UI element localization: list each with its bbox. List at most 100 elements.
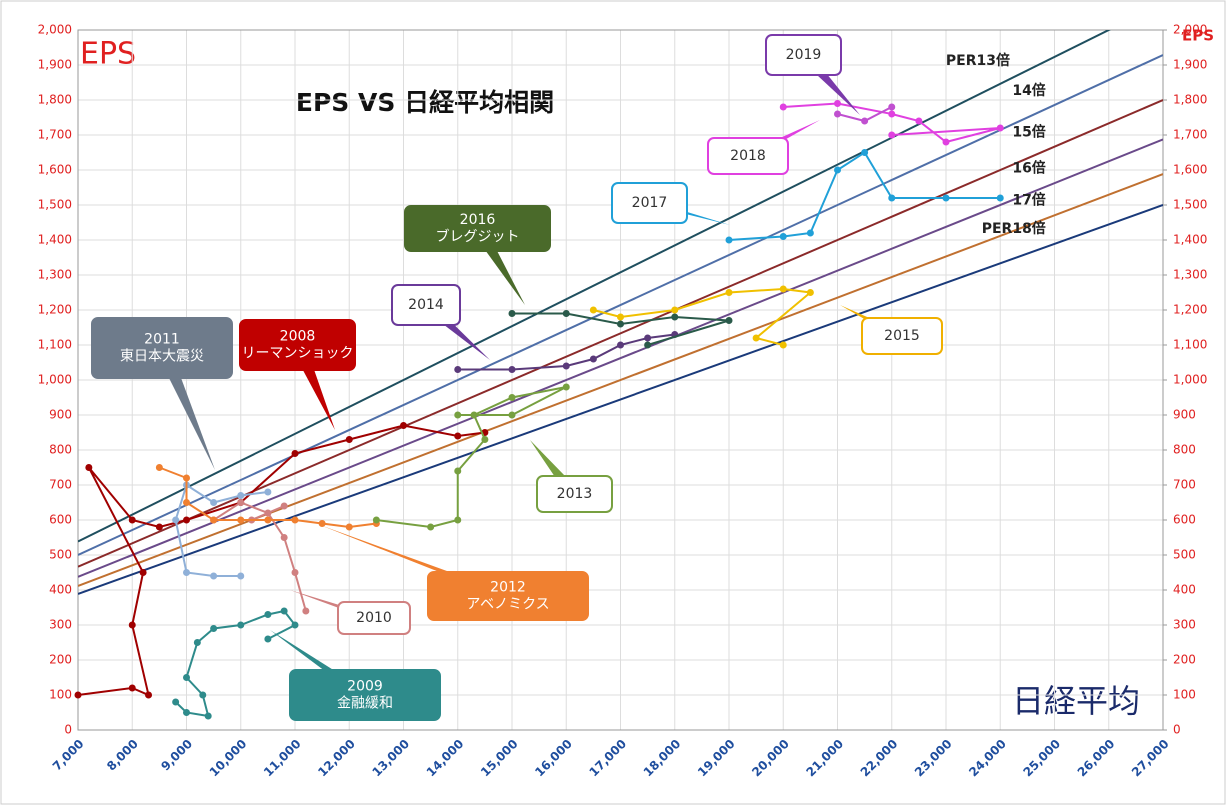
callout-box: [765, 34, 842, 76]
point: [888, 110, 896, 118]
y2-tick-label: 1,600: [1173, 163, 1207, 177]
point: [454, 516, 462, 524]
point: [806, 289, 814, 296]
callout-box: [611, 182, 688, 224]
callout-text: 2012: [490, 580, 526, 596]
point: [145, 691, 153, 699]
point: [725, 317, 733, 324]
point: [183, 474, 190, 482]
point: [779, 285, 787, 293]
point: [280, 502, 288, 510]
y2-tick-label: 900: [1173, 408, 1196, 422]
point: [481, 436, 489, 443]
point: [155, 464, 163, 471]
y-tick-label: 1,100: [38, 338, 72, 352]
y2-tick-label: 800: [1173, 443, 1196, 457]
point: [915, 117, 923, 125]
y2-tick-label: 2,000: [1173, 23, 1207, 37]
point: [834, 166, 841, 174]
y-tick-label: 1,600: [38, 163, 72, 177]
point: [725, 289, 733, 296]
callout-box: [707, 137, 789, 175]
y2-tick-label: 1,300: [1173, 268, 1207, 282]
y2-tick-label: 500: [1173, 548, 1196, 562]
y2-tick-label: 0: [1173, 723, 1181, 737]
y-tick-label: 2,000: [38, 23, 72, 37]
y2-tick-label: 600: [1173, 513, 1196, 527]
callout-text: 2019: [786, 47, 822, 63]
point: [155, 523, 163, 531]
y2-tick-label: 1,400: [1173, 233, 1207, 247]
point: [172, 698, 180, 706]
point: [508, 411, 516, 419]
series-line: [159, 466, 377, 529]
point: [345, 523, 353, 531]
point: [725, 236, 733, 244]
series-line: [174, 483, 269, 577]
callout-box: [404, 205, 551, 252]
callout-text: 金融緩和: [337, 696, 393, 712]
point: [280, 534, 288, 541]
point: [183, 516, 190, 524]
point: [454, 366, 462, 373]
callout-box: [91, 317, 233, 379]
point: [237, 621, 245, 629]
series-line: [376, 386, 567, 529]
point: [237, 572, 245, 580]
callout-text: 2008: [280, 329, 316, 345]
point: [264, 516, 272, 524]
point: [264, 611, 272, 618]
point: [291, 516, 299, 524]
point: [644, 341, 652, 349]
y2-tick-label: 200: [1173, 653, 1196, 667]
point: [861, 149, 869, 156]
per-label: 14倍: [1012, 82, 1045, 99]
point: [199, 691, 207, 699]
point: [942, 194, 950, 202]
y-tick-label: 600: [49, 513, 72, 527]
point: [193, 639, 201, 646]
y-tick-label: 700: [49, 478, 72, 492]
y-tick-label: 1,000: [38, 373, 72, 387]
point: [671, 313, 679, 321]
point: [204, 712, 212, 720]
point: [562, 310, 570, 317]
point: [280, 607, 288, 615]
point: [128, 684, 136, 692]
series-line: [728, 151, 1001, 241]
point: [291, 450, 299, 457]
point: [779, 341, 787, 349]
y-tick-label: 1,300: [38, 268, 72, 282]
point: [264, 635, 272, 643]
point: [183, 674, 190, 681]
per-line: [78, 138, 1163, 578]
point: [508, 310, 516, 317]
callout-text: 2017: [632, 195, 668, 211]
point: [345, 436, 353, 443]
callout-text: ブレグジット: [436, 228, 520, 245]
callout-text: 東日本大震災: [120, 349, 204, 365]
point: [264, 488, 272, 496]
point: [264, 509, 272, 517]
y-tick-label: 1,500: [38, 198, 72, 212]
y-tick-label: 400: [49, 583, 72, 597]
point: [128, 621, 136, 629]
callout-text: 2015: [884, 328, 920, 344]
callout-box: [391, 284, 461, 326]
point: [752, 334, 760, 342]
point: [291, 621, 299, 629]
y-tick-label: 200: [49, 653, 72, 667]
point: [172, 516, 180, 524]
y-tick-label: 1,200: [38, 303, 72, 317]
per-label: PER13倍: [946, 52, 1010, 69]
per-line: [78, 54, 1163, 556]
point: [562, 383, 570, 391]
per-line: [78, 99, 1163, 568]
y-axis-title: EPS: [80, 37, 136, 72]
point: [454, 467, 462, 475]
point: [427, 523, 435, 531]
point: [888, 131, 896, 139]
point: [237, 499, 245, 506]
